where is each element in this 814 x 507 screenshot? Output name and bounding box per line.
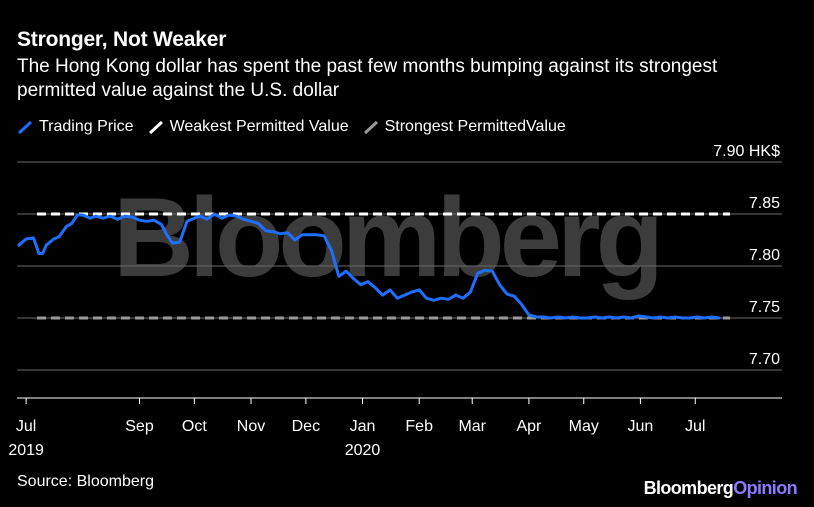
chart-series xyxy=(17,212,721,320)
x-tick-label: Apr xyxy=(516,418,542,435)
x-tick-label: Nov xyxy=(237,418,265,435)
chart-subtitle: The Hong Kong dollar has spent the past … xyxy=(17,56,718,101)
x-tick-label: Jan xyxy=(350,418,376,435)
x-tick-label: Jul xyxy=(16,418,36,435)
y-tick-label: 7.75 xyxy=(749,299,780,316)
legend-label-trading-price: Trading Price xyxy=(39,118,134,135)
source-note: Source: Bloomberg xyxy=(17,473,154,490)
legend-label-weakest-permitted: Weakest Permitted Value xyxy=(169,118,349,135)
bloomberg-opinion-logo: BloombergOpinion xyxy=(643,478,798,499)
legend-item-strongest-permitted: Strongest PermittedValue xyxy=(363,118,566,136)
brand-accent: Opinion xyxy=(733,478,797,498)
x-tick-label: Oct xyxy=(182,418,207,435)
chart-legend: Trading Price Weakest Permitted Value St… xyxy=(17,118,580,136)
y-tick-label: 7.80 xyxy=(749,247,780,264)
chart-title: Stronger, Not Weaker xyxy=(17,28,227,51)
legend-swatch-weakest-permitted xyxy=(148,120,163,134)
x-tick-label: Dec xyxy=(292,418,320,435)
legend-swatch-strongest-permitted xyxy=(363,120,378,134)
brand-main: Bloomberg xyxy=(643,478,734,498)
x-tick-year-label: 2020 xyxy=(345,442,381,459)
y-tick-label: 7.85 xyxy=(749,195,780,212)
x-tick-label: Jun xyxy=(628,418,654,435)
y-tick-label: 7.70 xyxy=(749,351,780,368)
x-tick-label: Mar xyxy=(458,418,486,435)
series-line-trading-price xyxy=(17,212,721,320)
legend-label-strongest-permitted: Strongest PermittedValue xyxy=(384,118,566,135)
x-tick-label: Sep xyxy=(125,418,154,435)
bloomberg-watermark: Bloomberg xyxy=(113,175,659,300)
legend-item-trading-price: Trading Price xyxy=(17,118,134,136)
x-tick-label: Jul xyxy=(685,418,705,435)
legend-swatch-trading-price xyxy=(17,120,33,134)
y-tick-label: 7.90 HK$ xyxy=(713,143,780,160)
x-tick-year-label: 2019 xyxy=(8,442,44,459)
legend-item-weakest-permitted: Weakest Permitted Value xyxy=(148,118,349,136)
x-tick-label: May xyxy=(569,418,599,435)
x-tick-label: Feb xyxy=(405,418,433,435)
